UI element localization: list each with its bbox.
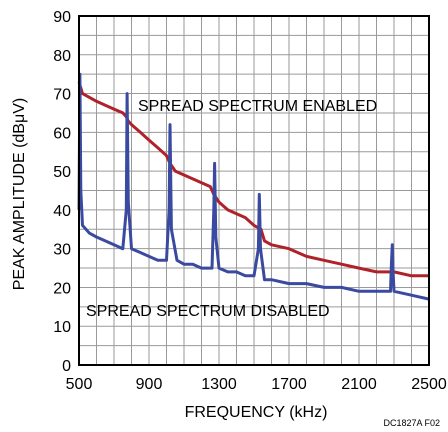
y-axis-label: PEAK AMPLITUDE (dBμV): [11, 98, 28, 290]
y-tick-label: 20: [53, 280, 71, 297]
x-tick-label: 2100: [341, 376, 377, 393]
figure-footnote: DC1827A F02: [383, 418, 440, 428]
plot-frame: [78, 15, 430, 366]
y-tick-label: 10: [53, 319, 71, 336]
annotation-disabled: SPREAD SPECTRUM DISABLED: [86, 303, 330, 320]
x-tick-label: 900: [136, 376, 163, 393]
series-line-disabled: [77, 72, 430, 301]
x-axis-ticks: 500 900 1300 1700 2100 2500: [66, 376, 447, 393]
y-tick-label: 60: [53, 125, 71, 142]
y-tick-label: 0: [62, 358, 71, 375]
x-axis-label: FREQUENCY (kHz): [185, 404, 328, 421]
annotation-enabled: SPREAD SPECTRUM ENABLED: [138, 98, 377, 115]
y-tick-label: 50: [53, 164, 71, 181]
x-tick-label: 500: [66, 376, 93, 393]
grid: [78, 15, 430, 366]
y-tick-label: 80: [53, 48, 71, 65]
series-line-enabled: [77, 81, 429, 278]
series-layer: [77, 72, 430, 301]
y-tick-label: 70: [53, 87, 71, 104]
x-tick-label: 1300: [201, 376, 237, 393]
y-tick-label: 30: [53, 242, 71, 259]
y-tick-label: 40: [53, 203, 71, 220]
x-tick-label: 2500: [411, 376, 447, 393]
x-tick-label: 1700: [271, 376, 307, 393]
y-tick-label: 90: [53, 9, 71, 26]
y-axis-ticks: 0 10 20 30 40 50 60 70 80 90: [53, 9, 71, 375]
